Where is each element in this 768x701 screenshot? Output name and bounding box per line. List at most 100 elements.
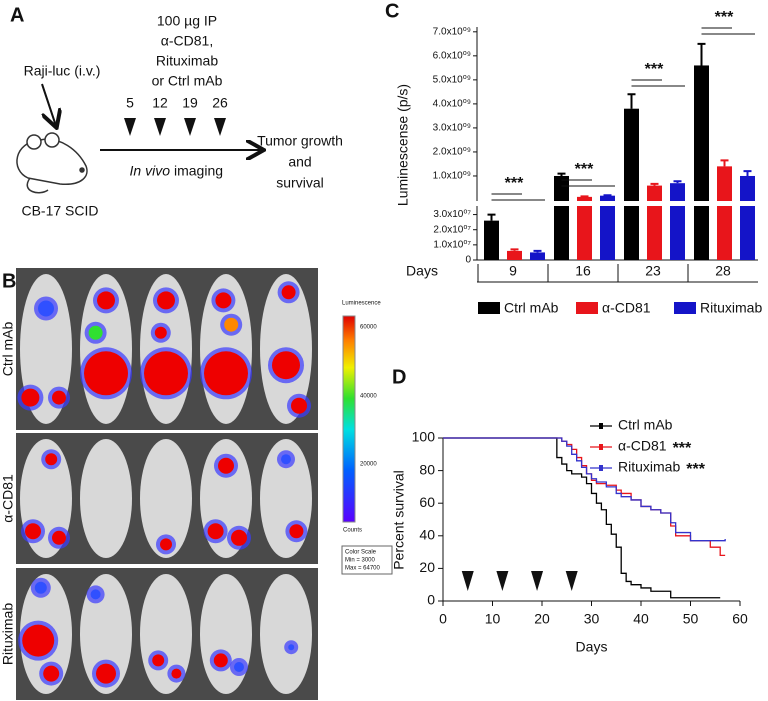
y-tick-label: 20 bbox=[419, 559, 435, 575]
x-tick-label: 40 bbox=[633, 611, 649, 627]
signal bbox=[207, 523, 224, 540]
significance-bracket bbox=[561, 179, 615, 187]
mouse-body bbox=[200, 574, 252, 694]
legend-marker bbox=[599, 465, 603, 471]
scale-box bbox=[341, 545, 393, 575]
signal bbox=[52, 530, 66, 545]
bar-chart: C 0 1.0x10⁰⁷ 2.0x10⁰⁷ 3.0x10⁰⁷ 1.0x10⁰⁹ 2.0x10… bbox=[385, 0, 762, 315]
signal bbox=[22, 624, 55, 657]
signal bbox=[157, 291, 175, 310]
row-label: Rituximab bbox=[0, 603, 16, 665]
panel-label: A bbox=[10, 4, 24, 26]
bar bbox=[740, 175, 755, 260]
legend-swatch bbox=[478, 302, 500, 314]
y-tick-label: 5.0x10⁰⁹ bbox=[433, 75, 471, 86]
bar bbox=[717, 166, 732, 260]
mouse-strain: CB-17 SCID bbox=[21, 203, 98, 219]
survival-curve bbox=[443, 437, 726, 557]
treatment-text: α-CD81, bbox=[161, 33, 213, 49]
imaging: imaging bbox=[174, 163, 223, 179]
x-tick-label: 0 bbox=[439, 611, 447, 627]
injection: Raji-luc (i.v.) bbox=[24, 63, 101, 79]
significance: *** bbox=[673, 440, 692, 457]
y-tick-label: 80 bbox=[419, 461, 435, 477]
outcome-text: and bbox=[288, 154, 311, 170]
y-tick-label: 2.0x10⁰⁹ bbox=[433, 147, 471, 158]
signal bbox=[88, 325, 103, 340]
y-tick-label: 6.0x10⁰⁹ bbox=[433, 50, 471, 61]
legend-marker bbox=[599, 423, 603, 429]
y-tick-label: 2.0x10⁰⁷ bbox=[433, 224, 471, 235]
y-tick-label: 1.0x10⁰⁷ bbox=[433, 239, 471, 250]
survival-chart: D 0 10 20 30 40 50 60 0 20 40 60 80 100 Days Percent su… bbox=[391, 366, 748, 654]
y-tick-label: 3.0x10⁰⁹ bbox=[433, 123, 471, 134]
error-bar bbox=[650, 182, 659, 186]
x-tick-label: 30 bbox=[584, 611, 600, 627]
significance: *** bbox=[645, 61, 664, 78]
x-tick-label: 50 bbox=[683, 611, 699, 627]
outcome-text: survival bbox=[276, 175, 323, 191]
treatment-text: Rituximab bbox=[156, 53, 218, 69]
panel-label: D bbox=[392, 366, 406, 388]
error-bar bbox=[673, 180, 682, 184]
y-tick-label: 0 bbox=[427, 592, 435, 608]
signal bbox=[38, 300, 54, 317]
error-bar bbox=[697, 42, 706, 66]
treatment-marker bbox=[496, 571, 509, 591]
x-tick-label: 60 bbox=[732, 611, 748, 627]
bar bbox=[484, 220, 499, 260]
colorbar-unit: Counts bbox=[343, 528, 362, 534]
mouse-icon bbox=[16, 132, 88, 194]
dose-arrow bbox=[214, 118, 226, 136]
colorbar bbox=[342, 315, 356, 523]
significance-bracket bbox=[491, 193, 545, 201]
signal bbox=[84, 351, 128, 396]
bar bbox=[507, 250, 522, 260]
scale-text: Min = 3000 bbox=[345, 558, 376, 564]
y-tick-label: 40 bbox=[419, 527, 435, 543]
significance-bracket bbox=[701, 27, 755, 35]
bar bbox=[530, 252, 545, 260]
significance-bracket bbox=[631, 79, 685, 87]
significance: *** bbox=[686, 461, 705, 478]
dose-day: 12 bbox=[152, 95, 168, 111]
scale-text: Max = 64700 bbox=[345, 566, 381, 572]
legend-swatch bbox=[674, 302, 696, 314]
signal bbox=[52, 390, 66, 405]
treatment-marker bbox=[565, 571, 578, 591]
dose-arrow bbox=[154, 118, 166, 136]
panel-label: C bbox=[385, 0, 399, 22]
x-axis-label: Days bbox=[576, 639, 608, 655]
legend-label: Rituximab bbox=[700, 300, 762, 316]
dose-day: 19 bbox=[182, 95, 198, 111]
colorbar-title: Luminescence bbox=[342, 301, 381, 307]
signal bbox=[289, 524, 304, 539]
error-bar bbox=[557, 172, 566, 176]
survival-curve bbox=[443, 437, 721, 599]
y-tick-label: 4.0x10⁰⁹ bbox=[433, 99, 471, 110]
x-axis-label: Days bbox=[406, 263, 438, 279]
bar bbox=[647, 185, 662, 260]
y-tick-label: 0 bbox=[465, 255, 471, 266]
mouse-body bbox=[80, 574, 132, 694]
error-bar bbox=[510, 248, 519, 251]
error-bar bbox=[487, 213, 496, 221]
significance: *** bbox=[715, 9, 734, 26]
scale-text: Color Scale bbox=[345, 550, 377, 556]
signal bbox=[97, 291, 115, 310]
x-tick-label: 10 bbox=[485, 611, 501, 627]
bar bbox=[554, 175, 569, 260]
error-bar bbox=[743, 170, 752, 176]
signal bbox=[215, 292, 232, 309]
treatment-text: 100 µg IP bbox=[157, 13, 217, 29]
signal bbox=[224, 317, 239, 332]
bar bbox=[670, 183, 685, 260]
signal bbox=[171, 668, 182, 679]
legend-label: Ctrl mAb bbox=[618, 417, 673, 433]
mouse-body bbox=[260, 574, 312, 694]
significance: *** bbox=[505, 175, 524, 192]
legend-label: Ctrl mAb bbox=[504, 300, 559, 316]
signal bbox=[154, 326, 167, 339]
legend-label: α-CD81 bbox=[618, 438, 667, 454]
